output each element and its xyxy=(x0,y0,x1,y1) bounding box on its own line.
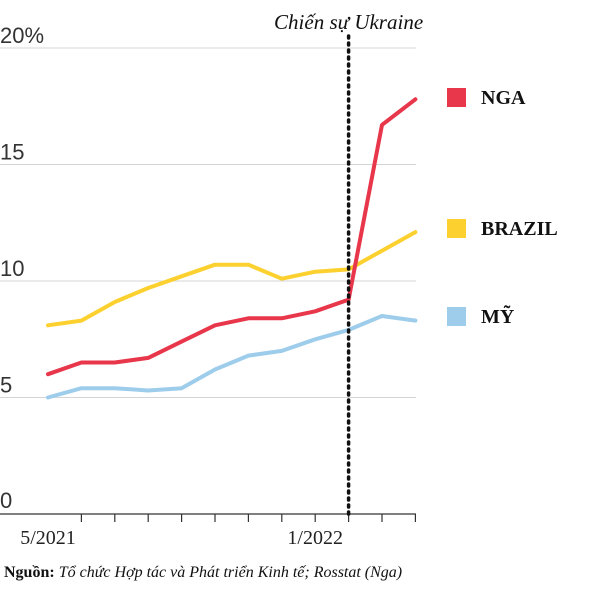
y-axis-tick-labels: 20% 15 10 5 0 xyxy=(0,23,44,513)
series-line xyxy=(46,97,418,377)
legend: NGA BRAZIL MỸ xyxy=(447,87,558,328)
annotation-label: Chiến sự Ukraine xyxy=(274,10,423,34)
y-tick-label: 10 xyxy=(0,256,24,281)
annotation-group: Chiến sự Ukraine xyxy=(274,10,423,516)
grid-lines xyxy=(0,47,416,398)
legend-label: NGA xyxy=(481,87,526,109)
y-tick-label: 5 xyxy=(0,373,12,398)
source-label: Nguồn: xyxy=(4,564,55,581)
legend-label: MỸ xyxy=(481,304,515,328)
legend-swatch xyxy=(447,307,466,326)
x-axis: 5/2021 1/2022 xyxy=(0,513,416,549)
y-tick-label: 15 xyxy=(0,140,24,165)
legend-swatch xyxy=(447,219,466,238)
source-text: Tổ chức Hợp tác và Phát triển Kinh tế; R… xyxy=(58,564,403,581)
series-line xyxy=(46,314,418,400)
x-tick-label: 1/2022 xyxy=(287,527,343,549)
legend-swatch xyxy=(447,88,466,107)
source-note: Nguồn: Tổ chức Hợp tác và Phát triển Kin… xyxy=(4,564,402,582)
legend-label: BRAZIL xyxy=(481,218,558,240)
series-lines xyxy=(46,97,418,400)
x-tick-label: 5/2021 xyxy=(20,527,76,549)
y-tick-label: 0 xyxy=(0,488,12,513)
y-tick-label: 20% xyxy=(0,23,44,48)
